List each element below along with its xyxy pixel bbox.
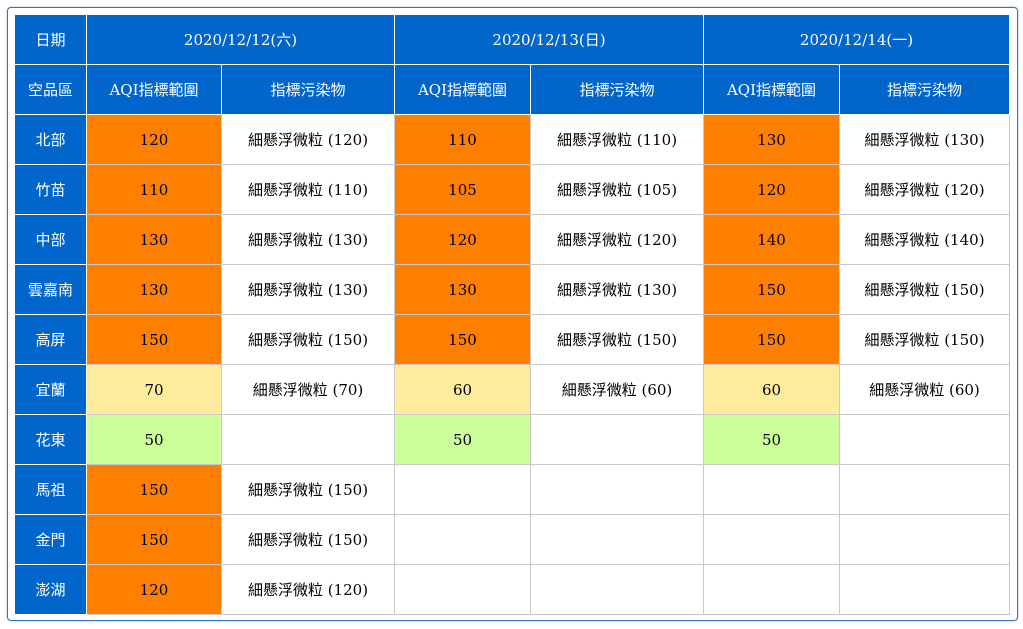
table-row: 澎湖 120 細懸浮微粒 (120) bbox=[14, 564, 1010, 615]
column-header-row: 空品區 AQI指標範圍 指標污染物 AQI指標範圍 指標污染物 AQI指標範圍 … bbox=[14, 64, 1010, 115]
aqi-value-cell: 120 bbox=[394, 214, 531, 265]
pollutant-cell bbox=[530, 414, 704, 465]
aqi-value-cell: 130 bbox=[86, 214, 222, 265]
region-name: 中部 bbox=[14, 214, 87, 265]
aqi-value-cell: 105 bbox=[394, 164, 531, 215]
aqi-value-cell: 110 bbox=[86, 164, 222, 215]
aqi-value-cell: 130 bbox=[86, 264, 222, 315]
date-label: 日期 bbox=[14, 14, 87, 65]
region-name: 澎湖 bbox=[14, 564, 87, 615]
aqi-range-header: AQI指標範圍 bbox=[394, 64, 531, 115]
aqi-value-cell: 130 bbox=[703, 114, 840, 165]
pollutant-cell: 細懸浮微粒 (60) bbox=[839, 364, 1010, 415]
pollutant-cell bbox=[530, 514, 704, 565]
pollutant-cell bbox=[530, 464, 704, 515]
aqi-value-cell bbox=[394, 514, 531, 565]
aqi-value-cell bbox=[394, 564, 531, 615]
pollutant-cell: 細懸浮微粒 (110) bbox=[530, 114, 704, 165]
aqi-value-cell: 150 bbox=[86, 464, 222, 515]
pollutant-cell: 細懸浮微粒 (150) bbox=[221, 464, 395, 515]
aqi-value-cell bbox=[703, 514, 840, 565]
aqi-value-cell bbox=[394, 464, 531, 515]
region-name: 金門 bbox=[14, 514, 87, 565]
region-label: 空品區 bbox=[14, 64, 87, 115]
table-frame bbox=[7, 7, 1018, 621]
pollutant-cell: 細懸浮微粒 (60) bbox=[530, 364, 704, 415]
table-row: 花東 50 50 50 bbox=[14, 414, 1010, 465]
pollutant-cell bbox=[221, 414, 395, 465]
pollutant-cell: 細懸浮微粒 (130) bbox=[221, 214, 395, 265]
pollutant-cell bbox=[839, 564, 1010, 615]
aqi-value-cell: 150 bbox=[86, 314, 222, 365]
pollutant-cell: 細懸浮微粒 (105) bbox=[530, 164, 704, 215]
pollutant-cell: 細懸浮微粒 (150) bbox=[839, 264, 1010, 315]
table-row: 雲嘉南 130 細懸浮微粒 (130) 130 細懸浮微粒 (130) 150 細懸浮微粒 … bbox=[14, 264, 1010, 315]
pollutant-cell: 細懸浮微粒 (130) bbox=[221, 264, 395, 315]
pollutant-cell: 細懸浮微粒 (120) bbox=[839, 164, 1010, 215]
table-row: 北部 120 細懸浮微粒 (120) 110 細懸浮微粒 (110) 130 細懸浮微粒 (… bbox=[14, 114, 1010, 165]
aqi-value-cell: 50 bbox=[86, 414, 222, 465]
table-row: 竹苗 110 細懸浮微粒 (110) 105 細懸浮微粒 (105) 120 細懸浮微粒 (… bbox=[14, 164, 1010, 215]
region-name: 宜蘭 bbox=[14, 364, 87, 415]
aqi-value-cell: 150 bbox=[394, 314, 531, 365]
pollutant-cell bbox=[839, 514, 1010, 565]
aqi-value-cell: 50 bbox=[394, 414, 531, 465]
aqi-range-header: AQI指標範圍 bbox=[703, 64, 840, 115]
pollutant-header: 指標污染物 bbox=[530, 64, 704, 115]
pollutant-cell: 細懸浮微粒 (150) bbox=[839, 314, 1010, 365]
pollutant-header: 指標污染物 bbox=[839, 64, 1010, 115]
date-header: 2020/12/13(日) bbox=[394, 14, 704, 65]
aqi-value-cell: 130 bbox=[394, 264, 531, 315]
aqi-value-cell: 140 bbox=[703, 214, 840, 265]
pollutant-cell: 細懸浮微粒 (140) bbox=[839, 214, 1010, 265]
aqi-range-header: AQI指標範圍 bbox=[86, 64, 222, 115]
pollutant-header: 指標污染物 bbox=[221, 64, 395, 115]
date-header: 2020/12/12(六) bbox=[86, 14, 395, 65]
aqi-value-cell bbox=[703, 464, 840, 515]
region-name: 馬祖 bbox=[14, 464, 87, 515]
aqi-value-cell: 110 bbox=[394, 114, 531, 165]
aqi-value-cell: 150 bbox=[86, 514, 222, 565]
aqi-value-cell: 120 bbox=[86, 564, 222, 615]
table-row: 宜蘭 70 細懸浮微粒 (70) 60 細懸浮微粒 (60) 60 細懸浮微粒 (60) bbox=[14, 364, 1010, 415]
table-row: 中部 130 細懸浮微粒 (130) 120 細懸浮微粒 (120) 140 細懸浮微粒 (… bbox=[14, 214, 1010, 265]
pollutant-cell: 細懸浮微粒 (130) bbox=[530, 264, 704, 315]
pollutant-cell: 細懸浮微粒 (120) bbox=[530, 214, 704, 265]
pollutant-cell bbox=[839, 414, 1010, 465]
pollutant-cell: 細懸浮微粒 (120) bbox=[221, 564, 395, 615]
aqi-forecast-table: 日期 2020/12/12(六) 2020/12/13(日) 2020/12/1… bbox=[14, 14, 1010, 615]
aqi-value-cell: 70 bbox=[86, 364, 222, 415]
pollutant-cell: 細懸浮微粒 (130) bbox=[839, 114, 1010, 165]
aqi-value-cell: 120 bbox=[86, 114, 222, 165]
pollutant-cell bbox=[530, 564, 704, 615]
table-row: 金門 150 細懸浮微粒 (150) bbox=[14, 514, 1010, 565]
pollutant-cell: 細懸浮微粒 (150) bbox=[530, 314, 704, 365]
pollutant-cell: 細懸浮微粒 (150) bbox=[221, 514, 395, 565]
aqi-value-cell: 150 bbox=[703, 314, 840, 365]
table-row: 馬祖 150 細懸浮微粒 (150) bbox=[14, 464, 1010, 515]
table-row: 高屏 150 細懸浮微粒 (150) 150 細懸浮微粒 (150) 150 細懸浮微粒 (… bbox=[14, 314, 1010, 365]
aqi-value-cell: 60 bbox=[703, 364, 840, 415]
pollutant-cell: 細懸浮微粒 (110) bbox=[221, 164, 395, 215]
pollutant-cell: 細懸浮微粒 (150) bbox=[221, 314, 395, 365]
aqi-value-cell: 60 bbox=[394, 364, 531, 415]
aqi-value-cell bbox=[703, 564, 840, 615]
pollutant-cell: 細懸浮微粒 (70) bbox=[221, 364, 395, 415]
region-name: 雲嘉南 bbox=[14, 264, 87, 315]
pollutant-cell bbox=[839, 464, 1010, 515]
aqi-value-cell: 50 bbox=[703, 414, 840, 465]
aqi-value-cell: 150 bbox=[703, 264, 840, 315]
pollutant-cell: 細懸浮微粒 (120) bbox=[221, 114, 395, 165]
date-header: 2020/12/14(一) bbox=[703, 14, 1010, 65]
region-name: 高屏 bbox=[14, 314, 87, 365]
aqi-value-cell: 120 bbox=[703, 164, 840, 215]
region-name: 花東 bbox=[14, 414, 87, 465]
date-header-row: 日期 2020/12/12(六) 2020/12/13(日) 2020/12/1… bbox=[14, 14, 1010, 65]
region-name: 北部 bbox=[14, 114, 87, 165]
region-name: 竹苗 bbox=[14, 164, 87, 215]
